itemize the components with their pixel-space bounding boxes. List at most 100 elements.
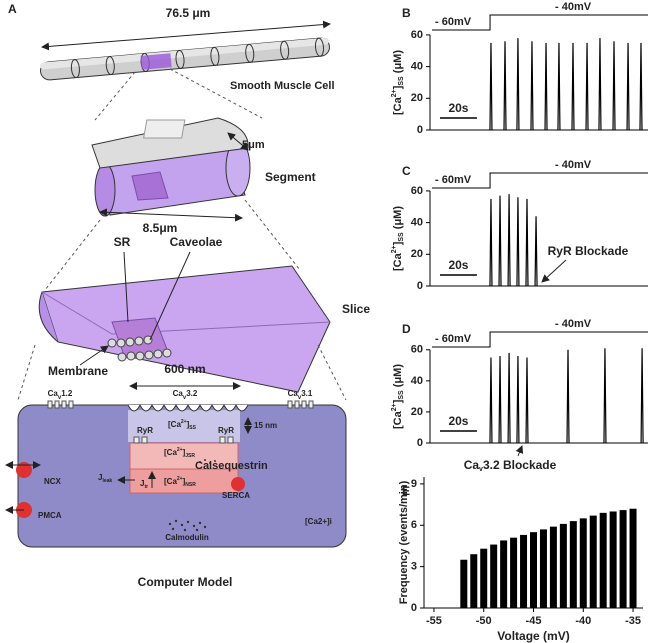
bar	[530, 532, 537, 608]
channel-label: Cav3.2	[173, 389, 198, 400]
x-tick-label: -45	[526, 615, 542, 627]
x-tick-label: -35	[625, 615, 641, 627]
y-tick-label: 40	[411, 375, 423, 387]
label-part: SS	[398, 76, 405, 86]
segment-width: 5μm	[242, 139, 265, 151]
label-part: [Ca	[392, 252, 404, 271]
label-part: 2+	[391, 245, 398, 253]
y-tick-label: 60	[411, 185, 423, 197]
segment-label: Segment	[265, 170, 316, 184]
x-axis-label: Voltage (mV)	[497, 629, 569, 643]
bar	[569, 521, 577, 608]
width-label: 600 nm	[164, 362, 205, 376]
spike	[489, 198, 493, 287]
slice-drawing	[38, 251, 331, 393]
bar	[629, 508, 637, 608]
spike	[639, 42, 643, 131]
label-part: v	[298, 395, 302, 401]
y-tick-label: 40	[411, 61, 423, 73]
slice-label: Slice	[342, 302, 370, 316]
x-tick-label: -50	[476, 615, 492, 627]
panel-letter: A	[8, 2, 17, 16]
label-part: 2+	[391, 89, 398, 97]
label-part: (μM)	[392, 364, 404, 391]
spike	[612, 41, 616, 131]
spike	[507, 352, 511, 444]
label-part: 3.1	[301, 389, 313, 398]
x-tick-label: -55	[426, 615, 442, 627]
spike	[489, 357, 493, 444]
label-part: SS	[398, 232, 405, 242]
calmodulin-label: Calmodulin	[165, 533, 209, 542]
spike	[585, 42, 589, 131]
label-part: ]	[183, 448, 186, 457]
voltage-label: - 40mV	[555, 1, 592, 13]
y-axis-label: [Ca2+]SS (μM)	[391, 50, 405, 115]
label-part: (μM)	[392, 50, 404, 77]
bar	[579, 518, 587, 608]
label-part: [Ca	[168, 420, 181, 429]
channel-label: Cav1.2	[48, 389, 73, 400]
voltage-label: - 40mV	[555, 159, 592, 171]
label-part: leak	[102, 478, 112, 484]
y-tick-label: 20	[411, 248, 423, 260]
label-part: 2+	[177, 476, 183, 482]
ca-nsr-label: [Ca2+]NSR	[164, 476, 196, 488]
bar	[490, 544, 498, 608]
scale-bar-label: 20s	[448, 258, 468, 272]
bar	[460, 559, 468, 608]
y-tick-label: 0	[411, 602, 417, 614]
ryr-label: RyR	[218, 426, 234, 435]
panel-letter: D	[402, 322, 411, 336]
annotation: Cav3.2 Blockade	[464, 458, 557, 473]
panel-letter: C	[402, 164, 411, 178]
label-part: v	[183, 395, 187, 401]
membrane-label: Membrane	[48, 364, 108, 378]
y-tick-label: 20	[411, 406, 423, 418]
label-part: ]	[392, 85, 404, 89]
panel-letter: E	[402, 484, 410, 498]
bar	[539, 529, 547, 608]
label-part: 2+	[391, 403, 398, 411]
bar	[520, 534, 528, 608]
serca-label: SERCA	[222, 491, 250, 500]
label-part: J	[140, 479, 144, 488]
label-part: NSR	[185, 482, 196, 488]
x-tick-label: -40	[575, 615, 591, 627]
voltage-protocol	[432, 331, 648, 348]
label-part: ]	[183, 477, 186, 486]
j-tr-label: Jtr	[140, 479, 148, 490]
y-tick-label: 0	[417, 437, 423, 449]
bar	[510, 537, 518, 608]
spike	[503, 41, 507, 131]
model-drawing	[5, 382, 347, 548]
spike	[525, 198, 529, 287]
sr-label: SR	[114, 235, 131, 249]
y-tick-label: 60	[411, 344, 423, 356]
spike	[489, 42, 493, 131]
label-part: SS	[398, 390, 405, 400]
y-axis-label: Frequency (events/min)	[398, 480, 410, 604]
label-part: v	[58, 395, 62, 401]
ca-i-label: [Ca2+]i	[305, 517, 332, 526]
spike	[530, 41, 534, 131]
ryr-label: RyR	[137, 426, 153, 435]
pmca-label: PMCA	[38, 511, 62, 520]
label-part: JSR	[185, 453, 195, 459]
label-part: [Ca	[392, 96, 404, 115]
ca-jsr-label: [Ca2+]JSR	[164, 447, 195, 459]
y-axis-label: [Ca2+]SS (μM)	[391, 364, 405, 429]
label-part: 2+	[177, 447, 183, 453]
y-tick-label: 3	[411, 561, 417, 573]
label-part: [Ca	[164, 477, 177, 486]
y-tick-label: 0	[417, 280, 423, 292]
bar	[500, 540, 508, 608]
spike	[598, 38, 602, 131]
gap-label: 15 nm	[254, 421, 277, 430]
spike	[566, 349, 570, 444]
bar	[599, 512, 607, 608]
bar	[470, 554, 478, 608]
label-part: 3.2 Blockade	[483, 458, 557, 472]
spike	[626, 42, 630, 131]
